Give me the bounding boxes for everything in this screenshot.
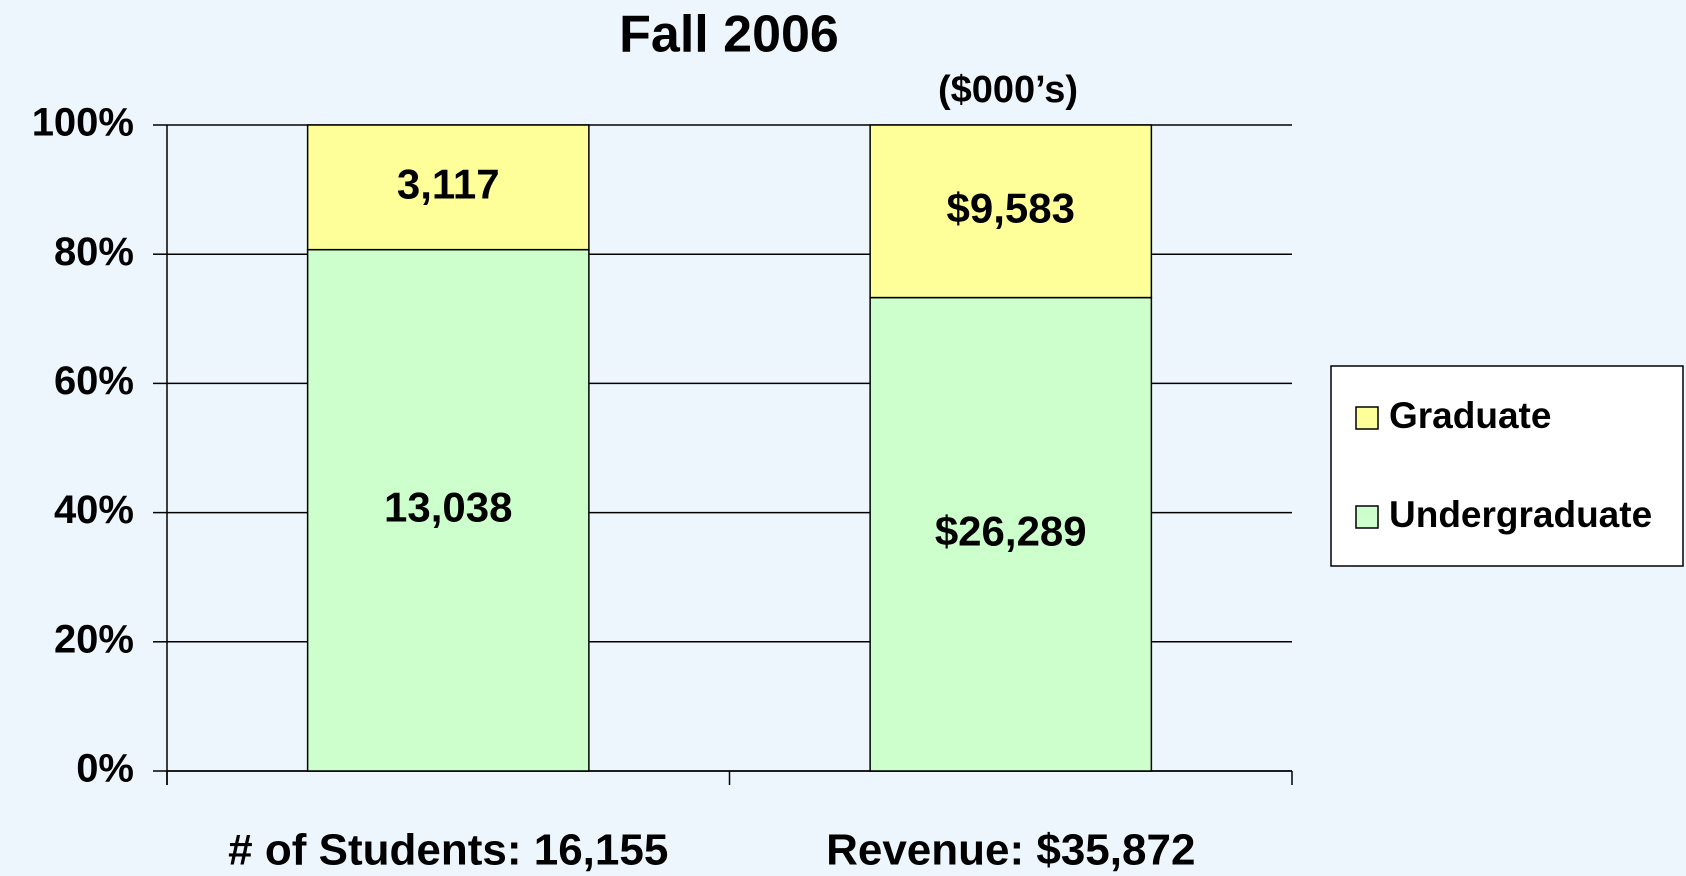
y-tick-label: 60% <box>54 359 134 403</box>
y-tick-label: 20% <box>54 617 134 661</box>
data-label: 13,038 <box>384 483 512 530</box>
legend-swatch <box>1355 406 1379 430</box>
annotation: ($000’s) <box>938 69 1078 111</box>
legend-box <box>1330 365 1684 567</box>
legend-label: Graduate <box>1389 395 1551 436</box>
legend-label: Undergraduate <box>1389 494 1652 535</box>
bar-segment <box>306 248 590 772</box>
data-label: 3,117 <box>397 160 500 207</box>
x-tick-label: Revenue: $35,872 <box>826 826 1195 875</box>
legend-swatch <box>1355 505 1379 529</box>
bar-segment <box>869 296 1153 772</box>
y-tick-label: 40% <box>54 488 134 532</box>
data-label: $26,289 <box>935 507 1087 554</box>
y-tick-label: 100% <box>32 101 134 145</box>
bar-segment <box>869 124 1153 299</box>
y-tick-label: 80% <box>54 230 134 274</box>
chart-title: Fall 2006 <box>619 6 839 64</box>
x-tick-label: # of Students: 16,155 <box>228 826 668 875</box>
y-tick-label: 0% <box>76 747 134 791</box>
data-label: $9,583 <box>947 184 1075 231</box>
bar-segment <box>306 124 590 251</box>
